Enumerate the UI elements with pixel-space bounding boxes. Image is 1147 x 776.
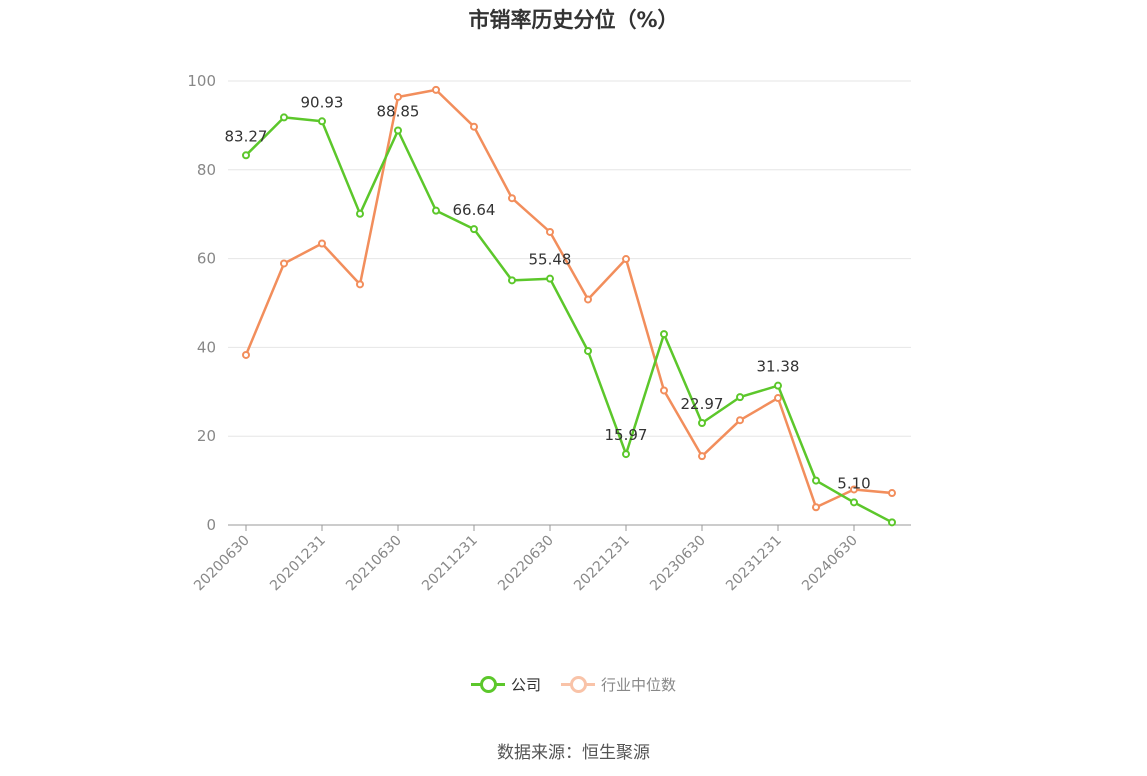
source-note: 数据来源：恒生聚源 — [497, 743, 650, 763]
axes: 0 20 40 60 80 100 20200630 20201231 20210630 2021… — [187, 72, 911, 594]
data-point — [280, 259, 288, 268]
data-point — [318, 117, 326, 126]
data-point — [432, 206, 440, 215]
legend: 公司 行业中位数 — [0, 672, 1147, 696]
data-point — [470, 122, 478, 131]
data-label: 88.85 — [377, 103, 420, 121]
data-point — [622, 450, 630, 459]
data-point — [698, 452, 706, 461]
y-tick-label: 40 — [197, 338, 216, 356]
data-label: 55.48 — [529, 251, 572, 269]
data-point — [736, 393, 744, 402]
legend-industry-label: 行业中位数 — [601, 675, 677, 694]
data-point — [622, 255, 630, 264]
legend-industry-marker — [561, 672, 595, 696]
line-chart: 0 20 40 60 80 100 20200630 20201231 20210630 2021… — [187, 72, 911, 594]
x-tick-label: 20210630 — [343, 533, 405, 595]
legend-company-label: 公司 — [510, 675, 541, 694]
data-point — [508, 194, 516, 203]
data-point — [242, 350, 250, 359]
data-point — [508, 276, 516, 285]
data-point — [774, 394, 782, 403]
y-tick-label: 0 — [206, 516, 216, 534]
legend-item-industry[interactable]: 行业中位数 — [561, 672, 676, 696]
x-tick-label: 20221231 — [571, 533, 633, 595]
data-point — [356, 280, 364, 289]
x-tick-label: 20220630 — [495, 533, 557, 595]
data-point — [850, 485, 858, 494]
data-point — [432, 85, 440, 94]
data-label: 5.10 — [837, 474, 870, 492]
y-tick-label: 100 — [187, 72, 216, 90]
data-point — [318, 239, 326, 248]
data-point — [812, 503, 820, 512]
data-point — [698, 419, 706, 428]
y-tick-label: 80 — [197, 161, 216, 179]
data-point — [774, 381, 782, 390]
x-tick-label: 20211231 — [419, 533, 481, 595]
data-point — [660, 330, 668, 339]
data-label: 83.27 — [225, 127, 268, 145]
x-tick-label: 20240630 — [799, 533, 861, 595]
x-tick-label: 20231231 — [723, 533, 785, 595]
x-tick-label: 20200630 — [191, 533, 253, 595]
data-point — [850, 498, 858, 507]
legend-company-marker — [470, 672, 505, 696]
data-point — [888, 518, 896, 527]
data-point — [584, 346, 592, 355]
data-point — [470, 225, 478, 234]
y-tick-label: 20 — [197, 427, 216, 445]
x-tick-label: 20230630 — [647, 533, 709, 595]
data-point — [660, 386, 668, 395]
data-label: 66.64 — [453, 201, 496, 219]
data-point — [394, 92, 402, 101]
y-tick-label: 60 — [197, 250, 216, 268]
data-label: 31.38 — [757, 358, 800, 376]
data-point — [584, 295, 592, 304]
data-label: 22.97 — [681, 395, 724, 413]
data-point — [394, 126, 402, 135]
data-label: 15.97 — [605, 426, 648, 444]
legend-item-company[interactable]: 公司 — [470, 672, 541, 696]
x-tick-label: 20201231 — [267, 533, 329, 595]
data-point — [812, 476, 820, 485]
data-point — [546, 227, 554, 236]
data-labels: 83.27 90.93 88.85 66.64 55.48 15.97 22.97 31.38… — [225, 93, 871, 492]
series-line — [244, 88, 893, 509]
series-lines — [242, 85, 896, 527]
data-point — [356, 209, 364, 218]
data-point — [888, 489, 896, 498]
chart-title: 市销率历史分位（%） — [468, 8, 679, 32]
data-point — [242, 151, 250, 160]
data-point — [736, 416, 744, 425]
data-point — [280, 113, 288, 122]
data-label: 90.93 — [301, 93, 344, 111]
data-point — [546, 274, 554, 283]
series-line — [245, 116, 893, 524]
